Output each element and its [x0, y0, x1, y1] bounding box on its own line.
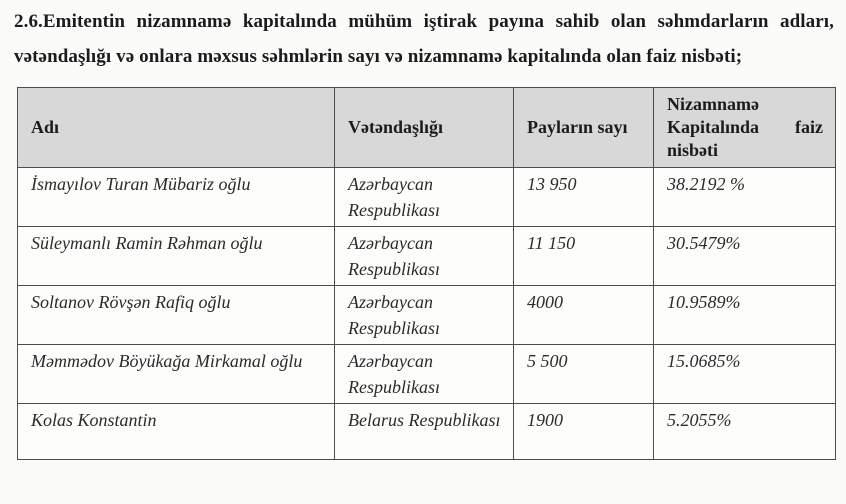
table-row: Məmmədov Böyükağa Mirkamal oğlu Azərbayc… [17, 344, 836, 404]
cell-shares: 1900 [513, 403, 654, 460]
cell-citizenship: Azərbaycan Respublikası [334, 344, 514, 404]
cell-name: Məmmədov Böyükağa Mirkamal oğlu [17, 344, 335, 404]
table-row: Kolas Konstantin Belarus Respublikası 19… [17, 403, 836, 460]
cell-percent: 5.2055% [653, 403, 836, 460]
cell-shares: 13 950 [513, 167, 654, 227]
column-header-citizenship: Vətəndaşlığı [334, 87, 514, 168]
cell-name: Kolas Konstantin [17, 403, 335, 460]
table-header-row: Adı Vətəndaşlığı Payların sayı Nizamnamə… [17, 87, 836, 168]
cell-percent: 30.5479% [653, 226, 836, 286]
cell-name: Soltanov Rövşən Rafiq oğlu [17, 285, 335, 345]
cell-shares: 11 150 [513, 226, 654, 286]
shareholders-table: Adı Vətəndaşlığı Payların sayı Nizamnamə… [17, 87, 836, 460]
cell-citizenship: Azərbaycan Respublikası [334, 285, 514, 345]
cell-shares: 5 500 [513, 344, 654, 404]
cell-percent: 10.9589% [653, 285, 836, 345]
column-header-percent: Nizamnamə Kapitalında faiz nisbəti [653, 87, 836, 168]
cell-name: İsmayılov Turan Mübariz oğlu [17, 167, 335, 227]
cell-percent: 38.2192 % [653, 167, 836, 227]
cell-shares: 4000 [513, 285, 654, 345]
table-row: Soltanov Rövşən Rafiq oğlu Azərbaycan Re… [17, 285, 836, 345]
table-row: Süleymanlı Ramin Rəhman oğlu Azərbaycan … [17, 226, 836, 286]
cell-citizenship: Azərbaycan Respublikası [334, 167, 514, 227]
cell-name: Süleymanlı Ramin Rəhman oğlu [17, 226, 335, 286]
table-row: İsmayılov Turan Mübariz oğlu Azərbaycan … [17, 167, 836, 227]
column-header-shares: Payların sayı [513, 87, 654, 168]
cell-citizenship: Azərbaycan Respublikası [334, 226, 514, 286]
section-heading: 2.6.Emitentin nizamnamə kapitalında mühü… [14, 11, 834, 67]
cell-percent: 15.0685% [653, 344, 836, 404]
cell-citizenship: Belarus Respublikası [334, 403, 514, 460]
column-header-name: Adı [17, 87, 335, 168]
document-page: 2.6.Emitentin nizamnamə kapitalında mühü… [14, 4, 836, 460]
